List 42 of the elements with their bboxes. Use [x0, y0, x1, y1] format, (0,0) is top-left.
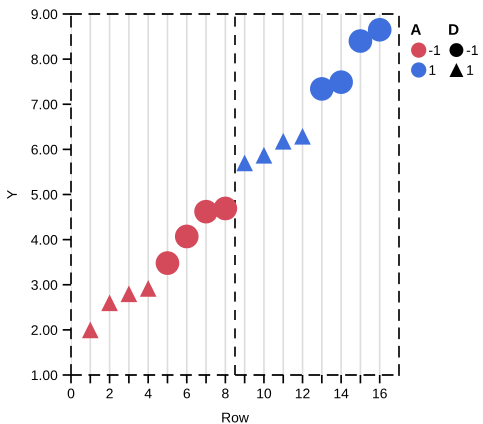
legend-label: 1 — [429, 65, 436, 75]
x-tick-label: 4 — [144, 388, 152, 398]
y-tick-label: 7.00 — [31, 100, 58, 110]
y-tick-label: 6.00 — [31, 144, 58, 155]
x-tick-label: 6 — [184, 388, 190, 398]
point — [348, 29, 372, 53]
y-tick-label: 1.00 — [32, 370, 58, 380]
x-tick-label: 16 — [373, 388, 387, 398]
point — [101, 294, 118, 312]
point — [194, 200, 218, 224]
point — [120, 285, 138, 302]
y-tick-label: 3.00 — [31, 280, 58, 290]
x-tick-label: 14 — [334, 388, 348, 398]
x-tick-label: 10 — [257, 388, 272, 398]
legend-label: -1 — [429, 45, 440, 55]
point — [310, 77, 334, 101]
x-tick-label: 8 — [222, 388, 229, 398]
x-tick-label: 0 — [68, 388, 74, 398]
y-tick-label: 5.00 — [31, 190, 58, 200]
point — [156, 251, 180, 275]
y-axis-title: Y — [7, 190, 17, 199]
point — [274, 132, 292, 150]
point — [256, 146, 272, 164]
x-tick-label: 12 — [296, 388, 310, 398]
x-axis-title: Row — [222, 412, 249, 422]
text: 1 — [467, 65, 474, 75]
point — [368, 18, 392, 42]
point — [236, 154, 253, 172]
y-tick-label: 4.00 — [31, 234, 58, 245]
text: D — [449, 24, 458, 35]
point — [214, 196, 238, 220]
y-tick-label: 8.00 — [31, 54, 58, 64]
y-tick-label: 9.00 — [31, 9, 58, 20]
point — [294, 128, 311, 145]
text: -1 — [466, 45, 478, 55]
x-tick-label: 2 — [106, 388, 113, 398]
point — [82, 322, 99, 338]
point — [174, 224, 199, 248]
point — [329, 70, 353, 94]
legend-title: A — [410, 24, 421, 35]
point — [140, 280, 157, 297]
y-tick-label: 2.00 — [31, 325, 58, 336]
